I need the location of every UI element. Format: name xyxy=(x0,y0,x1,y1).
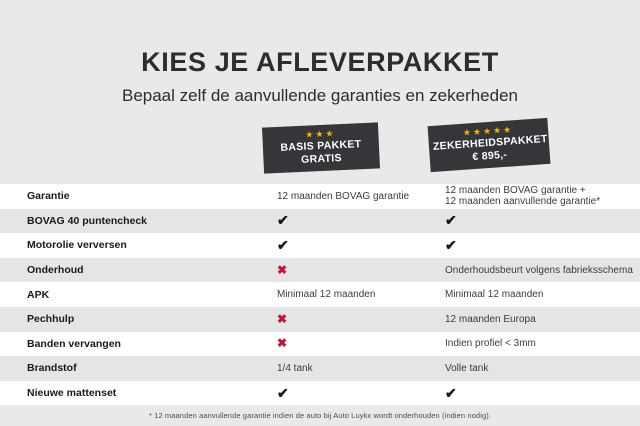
footer: * 12 maanden aanvullende garantie indien… xyxy=(0,405,640,426)
table-row: BOVAG 40 puntencheck ✔ ✔ xyxy=(0,208,640,234)
row-label: BOVAG 40 puntencheck xyxy=(27,214,148,227)
row-label: APK xyxy=(27,288,50,301)
cross-icon: ✖ xyxy=(277,262,288,277)
cell-excluded: ✖ xyxy=(277,337,445,350)
table-row: Onderhoud ✖ Onderhoudsbeurt volgens fabrie… xyxy=(0,257,640,283)
cell-included: ✔ xyxy=(445,238,640,253)
cell-included: ✔ xyxy=(277,238,445,253)
check-icon: ✔ xyxy=(445,236,457,253)
cell-included: ✔ xyxy=(277,213,445,228)
cell-text: 12 maanden BOVAG garantie +12 maanden aa… xyxy=(445,185,601,208)
check-icon: ✔ xyxy=(277,384,289,401)
table-row: Nieuwe mattenset ✔ ✔ xyxy=(0,380,640,406)
cell-text: 12 maanden Europa xyxy=(445,313,536,325)
cell-included: ✔ xyxy=(445,386,640,401)
check-icon: ✔ xyxy=(277,236,289,253)
check-icon: ✔ xyxy=(445,384,457,401)
table-row: Banden vervangen ✖ Indien profiel < 3mm xyxy=(0,331,640,357)
cell-text: Onderhoudsbeurt volgens fabrieksschema xyxy=(445,264,633,276)
cell-text: 12 maanden BOVAG garantie xyxy=(277,190,410,202)
package-badge-zekerheid[interactable]: ★★★★★ ZEKERHEIDSPAKKET € 895,- xyxy=(427,117,551,173)
row-label: Onderhoud xyxy=(27,264,84,277)
header: KIES JE AFLEVERPAKKET Bepaal zelf de aan… xyxy=(0,0,640,106)
cell-text: 1/4 tank xyxy=(277,362,313,374)
cell-excluded: ✖ xyxy=(277,313,445,326)
page-subtitle: Bepaal zelf de aanvullende garanties en … xyxy=(121,86,518,105)
table-row: Motorolie verversen ✔ ✔ xyxy=(0,233,640,258)
table-row: APK Minimaal 12 maanden Minimaal 12 maande… xyxy=(0,282,640,307)
cell-excluded: ✖ xyxy=(277,264,445,277)
cell-text: Minimaal 12 maanden xyxy=(445,289,544,301)
row-label: Pechhulp xyxy=(27,313,75,326)
cell-text: Indien profiel < 3mm xyxy=(445,338,536,350)
check-icon: ✔ xyxy=(445,212,457,229)
row-label: Nieuwe mattenset xyxy=(27,387,117,400)
cell-text: Minimaal 12 maanden xyxy=(277,289,376,301)
cross-icon: ✖ xyxy=(277,311,288,326)
cell-text: Volle tank xyxy=(445,362,489,374)
cell-included: ✔ xyxy=(445,213,640,228)
row-label: Brandstof xyxy=(27,362,77,375)
cross-icon: ✖ xyxy=(277,336,288,351)
table-row: Brandstof 1/4 tank Volle tank xyxy=(0,356,640,381)
footnote: * 12 maanden aanvullende garantie indien… xyxy=(148,411,492,420)
row-label: Motorolie verversen xyxy=(27,239,127,252)
check-icon: ✔ xyxy=(277,212,289,229)
page-title: KIES JE AFLEVERPAKKET xyxy=(141,47,499,77)
cell-included: ✔ xyxy=(277,386,445,401)
table-row: Garantie 12 maanden BOVAG garantie 12 maan… xyxy=(0,184,640,209)
row-label: Garantie xyxy=(27,190,70,203)
package-badge-basis[interactable]: ★★★ BASIS PAKKET GRATIS xyxy=(262,122,380,174)
comparison-table: Garantie 12 maanden BOVAG garantie 12 maan… xyxy=(0,184,640,406)
row-label: Banden vervangen xyxy=(27,337,121,350)
table-row: Pechhulp ✖ 12 maanden Europa xyxy=(0,306,640,332)
